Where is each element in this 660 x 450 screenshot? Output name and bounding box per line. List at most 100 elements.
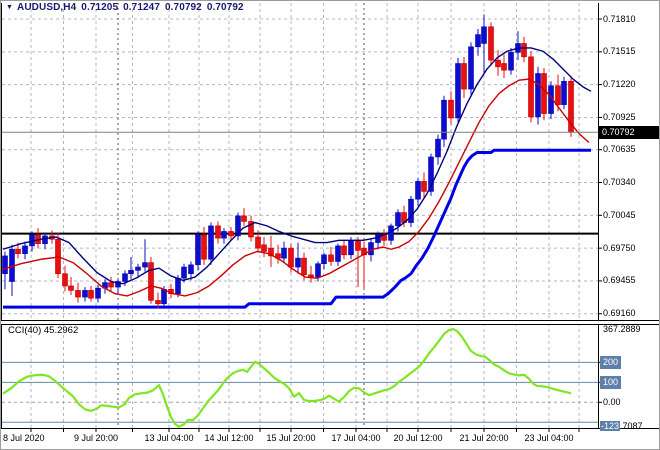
candle xyxy=(295,242,301,274)
candle xyxy=(228,227,234,241)
symbol-dropdown-icon[interactable]: ▼ xyxy=(6,4,14,11)
price-axis-label: 0.70340 xyxy=(603,177,636,187)
candle xyxy=(188,261,194,281)
candle xyxy=(95,284,101,303)
candle xyxy=(508,47,514,75)
pane-splitter[interactable] xyxy=(1,320,659,325)
candle-body xyxy=(68,285,74,291)
candle-body xyxy=(201,234,207,260)
candle xyxy=(475,29,481,56)
chart-title: ▼ AUDUSD,H4 0.71205 0.71247 0.70792 0.70792 xyxy=(6,2,249,13)
candle-body xyxy=(62,273,68,287)
candle-body xyxy=(441,99,447,140)
price-axis-label: 0.69455 xyxy=(603,275,636,286)
candle-body xyxy=(301,257,307,276)
candle-body xyxy=(461,63,467,90)
cci-min-badge: -123 xyxy=(600,420,621,431)
candle-body xyxy=(528,56,534,118)
candle xyxy=(321,252,327,270)
candle xyxy=(328,247,334,266)
candle-body xyxy=(128,270,134,275)
candle-body xyxy=(75,290,81,298)
candle-body xyxy=(481,26,487,44)
candle-body xyxy=(235,215,241,237)
candle xyxy=(528,51,534,123)
candle-body xyxy=(541,73,547,114)
candle-body xyxy=(288,247,294,268)
time-axis-label: 13 Jul 04:00 xyxy=(144,433,194,443)
cci-level-badge: 100 xyxy=(600,375,622,389)
candle-body xyxy=(148,262,154,301)
candle-body xyxy=(521,43,527,58)
candle xyxy=(208,222,214,265)
cci-pane xyxy=(2,323,598,428)
candle-body xyxy=(315,263,321,278)
current-price-badge: 0.70792 xyxy=(599,125,659,139)
price-axis-label: 0.71515 xyxy=(603,46,636,57)
candle xyxy=(42,232,48,250)
candle xyxy=(75,282,81,303)
candle-body xyxy=(428,156,434,192)
main-pane xyxy=(2,3,598,320)
time-axis-label: 15 Jul 20:00 xyxy=(266,433,316,443)
candle xyxy=(55,232,61,279)
candle-body xyxy=(561,80,567,105)
candle xyxy=(421,172,427,199)
candle xyxy=(561,76,567,110)
ma-fast-line xyxy=(2,47,592,285)
price-axis-label: 0.70925 xyxy=(603,111,636,122)
candle xyxy=(195,231,201,271)
price-axis-label: 0.70045 xyxy=(603,209,636,220)
candle xyxy=(428,153,434,196)
candle-body xyxy=(221,231,227,239)
candle-body xyxy=(408,198,414,223)
candle-body xyxy=(135,266,141,271)
candle xyxy=(22,241,28,260)
candle xyxy=(501,54,507,78)
candle-body xyxy=(188,264,194,275)
cci-min-label: -123.7087 xyxy=(600,420,643,433)
candle-body xyxy=(415,181,421,200)
candle-body xyxy=(241,215,247,222)
candle-body xyxy=(15,248,21,254)
candle-body xyxy=(175,277,181,295)
cci-indicator-label: CCI(40) 45.2962 xyxy=(8,325,79,336)
candle-body xyxy=(355,240,361,251)
candle xyxy=(535,66,541,125)
candle-body xyxy=(555,85,561,105)
candle xyxy=(441,95,447,147)
candle xyxy=(62,265,68,292)
candle xyxy=(135,263,141,279)
candle xyxy=(2,251,8,290)
candle-body xyxy=(328,254,334,262)
candle xyxy=(221,228,227,244)
candle xyxy=(88,285,94,302)
candle-body xyxy=(22,245,28,254)
candle-body xyxy=(155,300,161,305)
candle-body xyxy=(468,46,474,90)
cci-max-label: 367.2889 xyxy=(603,324,641,334)
candle-body xyxy=(255,236,261,249)
candle-body xyxy=(82,290,88,298)
candle-body xyxy=(308,274,314,278)
candle-body xyxy=(88,290,94,299)
price-axis-label: 0.70635 xyxy=(603,144,636,155)
candle-body xyxy=(228,231,234,237)
candle xyxy=(415,178,421,206)
candle xyxy=(435,134,441,165)
candle-body xyxy=(448,99,454,119)
candle xyxy=(541,67,547,121)
candle xyxy=(468,42,474,95)
time-axis-label: 9 Jul 20:00 xyxy=(73,433,119,443)
candle xyxy=(155,292,161,309)
candle xyxy=(241,208,247,226)
candle-body xyxy=(142,262,148,268)
candle xyxy=(255,230,261,253)
candle xyxy=(335,243,341,266)
ohlc-open: 0.71205 xyxy=(81,2,119,13)
cci-level-badge: 200 xyxy=(600,355,622,369)
candle xyxy=(115,279,121,294)
price-axis-label: 0.71810 xyxy=(603,13,636,24)
